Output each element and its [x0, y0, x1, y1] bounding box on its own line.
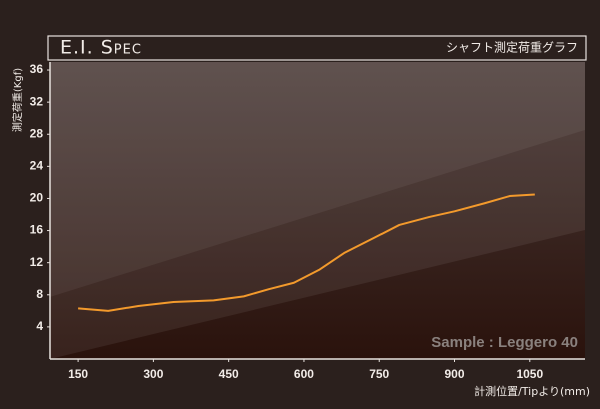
band: [50, 62, 585, 297]
x-axis-label: 計測位置/Tipより(mm): [474, 384, 590, 398]
y-tick-label: 8: [36, 287, 43, 301]
y-tick-label: 16: [30, 223, 44, 237]
x-tick-label: 150: [68, 367, 88, 381]
y-tick-label: 24: [30, 159, 44, 173]
data-line: [78, 193, 535, 312]
x-tick-label: 600: [294, 367, 314, 381]
y-tick-label: 4: [36, 319, 43, 333]
y-axis-label: 測定荷重(Kgf): [11, 68, 24, 132]
x-tick-label: 900: [444, 367, 464, 381]
y-tick-label: 20: [30, 191, 44, 205]
plot-area: [50, 62, 585, 359]
chart-title: E.I. Spec: [60, 37, 142, 59]
x-tick-label: 300: [143, 367, 163, 381]
x-tick-label: 450: [219, 367, 239, 381]
subtitle: シャフト測定荷重グラフ: [446, 40, 578, 55]
y-tick-label: 36: [30, 62, 44, 76]
y-tick-label: 12: [30, 255, 44, 269]
annotation: Sample : Leggero 40: [431, 334, 578, 351]
y-tick-label: 28: [30, 126, 44, 140]
x-tick-label: 1050: [516, 367, 543, 381]
y-tick-label: 32: [30, 94, 44, 108]
x-tick-label: 750: [369, 367, 389, 381]
header-box: [47, 35, 587, 61]
